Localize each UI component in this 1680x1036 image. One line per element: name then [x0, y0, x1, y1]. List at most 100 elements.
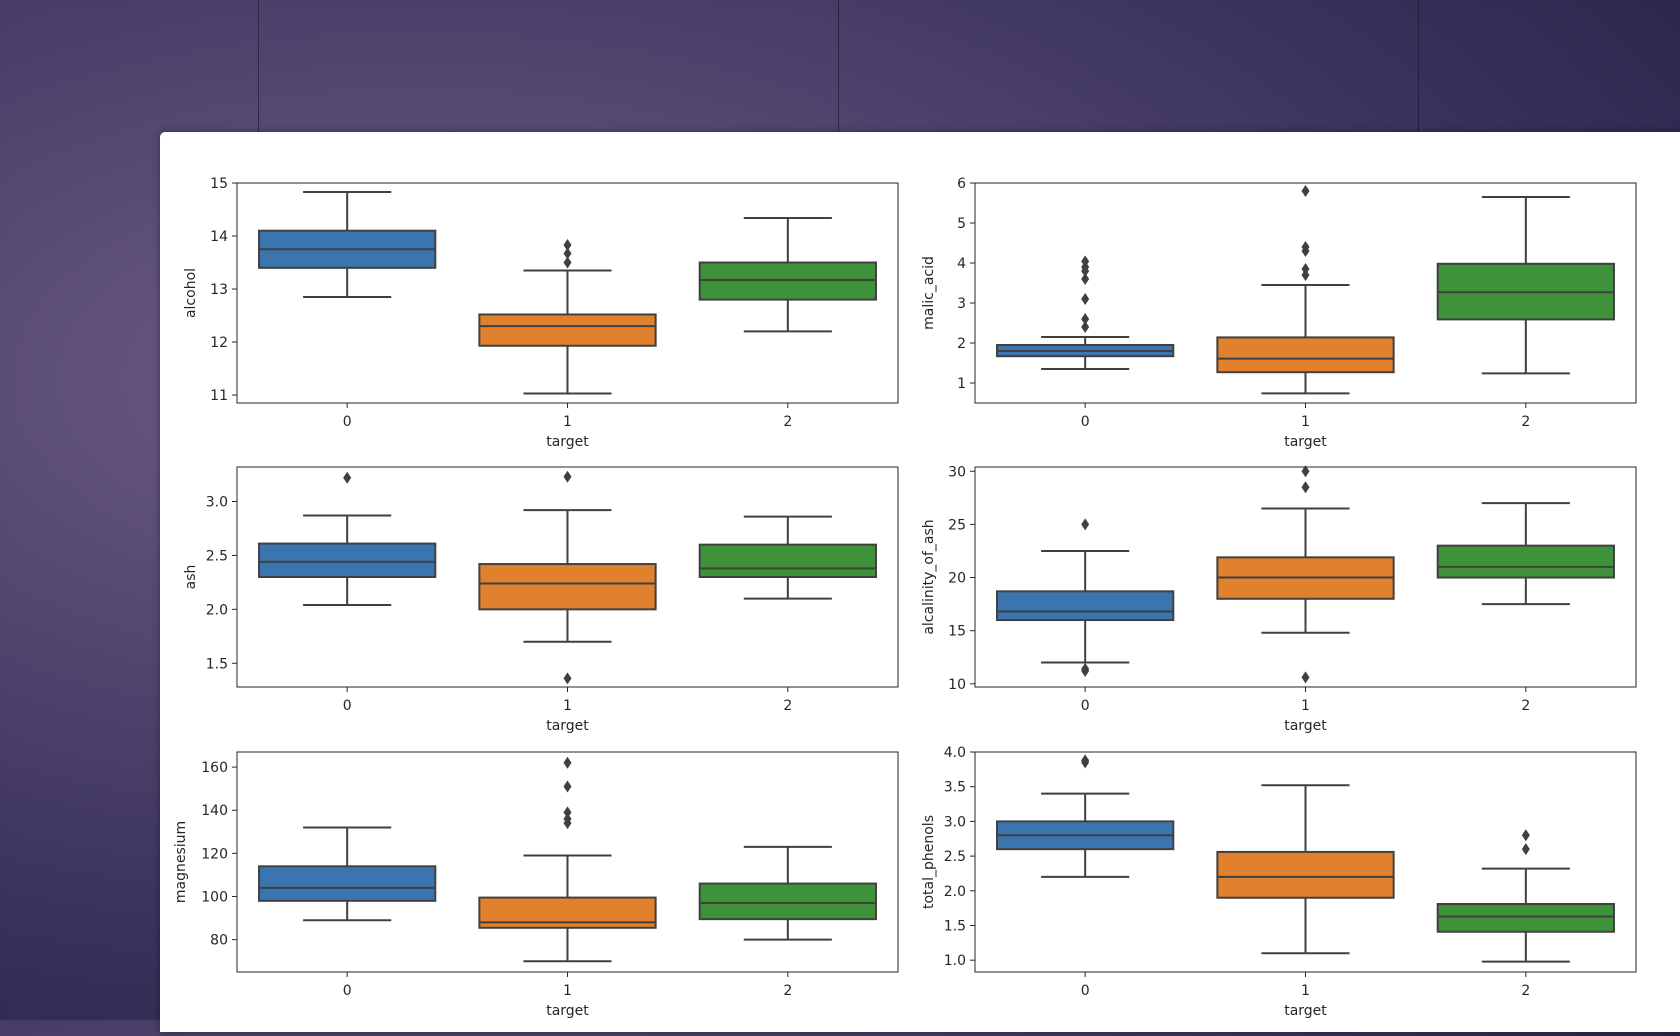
- x-tick-label: 0: [1081, 698, 1090, 714]
- outlier-point: [1301, 671, 1310, 684]
- y-axis-label: total_phenols: [921, 815, 937, 909]
- y-tick-label: 12: [210, 335, 228, 351]
- x-tick-label: 2: [1521, 983, 1530, 999]
- box-iqr: [698, 261, 877, 301]
- y-tick-label: 10: [948, 677, 966, 693]
- background-divider: [1418, 0, 1419, 132]
- x-tick-label: 1: [1301, 414, 1310, 430]
- y-axis-label: alcalinity_of_ash: [921, 519, 937, 634]
- x-tick-label: 2: [1521, 698, 1530, 714]
- box-ash-1: [478, 470, 657, 685]
- y-tick-label: 2.0: [206, 602, 228, 618]
- x-tick-label: 2: [783, 983, 792, 999]
- box-iqr: [258, 865, 437, 902]
- outlier-point: [1521, 843, 1530, 856]
- box-malic_acid-0: [996, 255, 1175, 370]
- y-tick-label: 3.0: [944, 814, 966, 830]
- y-tick-label: 5: [957, 216, 966, 232]
- box-iqr: [698, 882, 877, 921]
- outlier-point: [1081, 313, 1090, 325]
- y-axis-label: ash: [183, 565, 199, 590]
- x-tick-label: 0: [1081, 983, 1090, 999]
- y-tick-label: 1.5: [206, 656, 228, 672]
- outlier-point: [1081, 754, 1090, 767]
- subplot-magnesium: 80 100 120 140 160 0 1 2 target magnesium: [173, 751, 899, 1019]
- outlier-point: [563, 247, 572, 260]
- y-tick-label: 4.0: [944, 745, 966, 761]
- x-tick-label: 2: [1521, 414, 1530, 430]
- outlier-point: [563, 470, 572, 483]
- outlier-point: [563, 756, 572, 769]
- box-total_phenols-0: [996, 754, 1175, 878]
- box-iqr: [698, 543, 877, 579]
- box-iqr: [258, 542, 437, 579]
- y-tick-label: 20: [948, 571, 966, 587]
- outlier-point: [563, 256, 572, 269]
- x-tick-label: 1: [563, 983, 572, 999]
- subplot-total_phenols: 1.0 1.5 2.0 2.5 3.0 3.5 4.0 0 1 2 target total_phen…: [921, 745, 1637, 1019]
- box-iqr: [478, 563, 657, 611]
- x-axis-label: target: [546, 1003, 589, 1019]
- y-tick-label: 15: [210, 176, 228, 192]
- y-axis-label: alcohol: [183, 268, 199, 318]
- y-tick-label: 4: [957, 256, 966, 272]
- box-magnesium-0: [258, 826, 437, 922]
- box-iqr: [996, 590, 1175, 622]
- y-tick-label: 3: [957, 296, 966, 312]
- outlier-point: [563, 672, 572, 685]
- outlier-point: [563, 239, 572, 252]
- box-iqr: [1216, 336, 1395, 374]
- x-tick-label: 0: [343, 698, 352, 714]
- box-iqr: [1216, 850, 1395, 899]
- box-alcalinity_of_ash-0: [996, 518, 1175, 678]
- outlier-point: [563, 806, 572, 819]
- box-malic_acid-1: [1216, 185, 1395, 395]
- x-tick-label: 1: [1301, 983, 1310, 999]
- box-alcohol-0: [258, 191, 437, 298]
- x-axis-label: target: [546, 434, 589, 450]
- x-tick-label: 0: [1081, 414, 1090, 430]
- y-tick-label: 2.5: [206, 548, 228, 564]
- y-tick-label: 6: [957, 176, 966, 192]
- box-alcohol-2: [698, 216, 877, 333]
- subplot-malic_acid: 1 2 3 4 5 6 0 1 2 target malic_acid: [921, 176, 1637, 450]
- box-total_phenols-2: [1436, 829, 1615, 963]
- x-tick-label: 1: [563, 698, 572, 714]
- y-tick-label: 3.0: [206, 495, 228, 511]
- y-tick-label: 13: [210, 282, 228, 298]
- outlier-point: [1081, 518, 1090, 531]
- y-tick-label: 2: [957, 336, 966, 352]
- box-alcohol-1: [478, 239, 657, 395]
- box-ash-0: [258, 471, 437, 607]
- y-tick-label: 140: [201, 803, 228, 819]
- y-tick-label: 1.5: [944, 919, 966, 935]
- y-tick-label: 3.5: [944, 780, 966, 796]
- x-tick-label: 1: [1301, 698, 1310, 714]
- outlier-point: [563, 780, 572, 793]
- y-tick-label: 14: [210, 229, 228, 245]
- x-axis-label: target: [546, 718, 589, 734]
- x-axis-label: target: [1284, 434, 1327, 450]
- x-tick-label: 1: [563, 414, 572, 430]
- y-axis-label: magnesium: [173, 821, 189, 903]
- subplot-alcalinity_of_ash: 10 15 20 25 30 0 1 2 target alcalinity_of_ash: [921, 464, 1637, 734]
- y-tick-label: 11: [210, 388, 228, 404]
- x-tick-label: 2: [783, 698, 792, 714]
- x-tick-label: 0: [343, 414, 352, 430]
- outlier-point: [1081, 321, 1090, 333]
- figure-panel: 11 12 13 14 15 0 1 2 target alcohol 1 2 3 4 5 6 0 1 2 targe…: [160, 132, 1680, 1032]
- outlier-point: [1301, 481, 1310, 494]
- outlier-point: [1301, 241, 1310, 253]
- outlier-point: [343, 471, 352, 484]
- y-tick-label: 30: [948, 464, 966, 480]
- box-ash-2: [698, 515, 877, 600]
- outlier-point: [1301, 185, 1310, 197]
- y-tick-label: 1: [957, 376, 966, 392]
- y-axis-label: malic_acid: [921, 256, 937, 330]
- y-tick-label: 1.0: [944, 953, 966, 969]
- box-alcalinity_of_ash-2: [1436, 502, 1615, 606]
- y-tick-label: 2.0: [944, 884, 966, 900]
- outlier-point: [1301, 263, 1310, 275]
